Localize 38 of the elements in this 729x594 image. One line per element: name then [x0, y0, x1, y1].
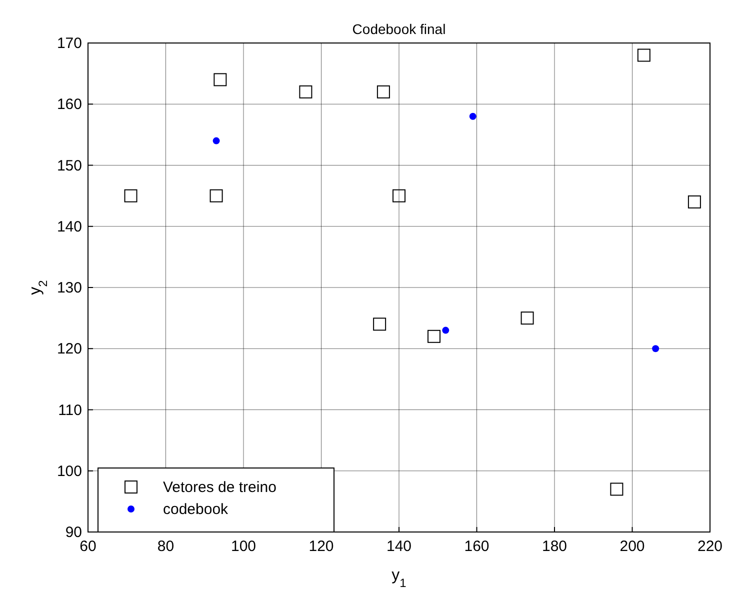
- x-tick-label: 60: [80, 538, 96, 555]
- y-tick-label: 150: [56, 157, 82, 174]
- y-tick-label: 120: [56, 340, 82, 358]
- legend-label: Vetores de treino: [163, 479, 276, 496]
- point: [520, 312, 534, 325]
- y-tick-label: 140: [56, 218, 82, 236]
- y-tick-label: 130: [56, 280, 82, 296]
- y-tick-label: 110: [58, 402, 82, 419]
- y-tick-label: 170: [56, 35, 82, 52]
- point: [214, 73, 227, 86]
- x-tick-label: 80: [157, 538, 174, 555]
- point: [376, 85, 390, 98]
- x-tick-label: 120: [308, 538, 334, 555]
- point: [124, 189, 138, 202]
- point: [610, 482, 624, 496]
- point: [442, 326, 450, 334]
- point: [637, 48, 650, 62]
- point: [299, 85, 312, 98]
- legend-label: codebook: [163, 501, 229, 518]
- point: [469, 112, 476, 120]
- x-axis-title: y$_{1}$: [392, 567, 407, 590]
- x-tick-label: 200: [620, 538, 645, 555]
- x-tick-label: 180: [542, 538, 568, 555]
- point: [392, 189, 406, 202]
- point: [210, 189, 223, 202]
- x-tick-label: 100: [230, 538, 256, 555]
- point: [212, 137, 220, 144]
- y-tick-label: 100: [56, 462, 82, 480]
- point: [688, 195, 701, 208]
- x-tick-label: 160: [464, 538, 490, 555]
- point: [373, 318, 386, 331]
- chart-title: Codebook final: [352, 21, 446, 37]
- x-tick-label: 140: [386, 538, 412, 555]
- x-tick-label: 220: [697, 538, 723, 555]
- point: [652, 345, 660, 352]
- point: [427, 330, 440, 343]
- y-tick-label: 90: [65, 524, 82, 541]
- y-tick-label: 160: [56, 96, 82, 114]
